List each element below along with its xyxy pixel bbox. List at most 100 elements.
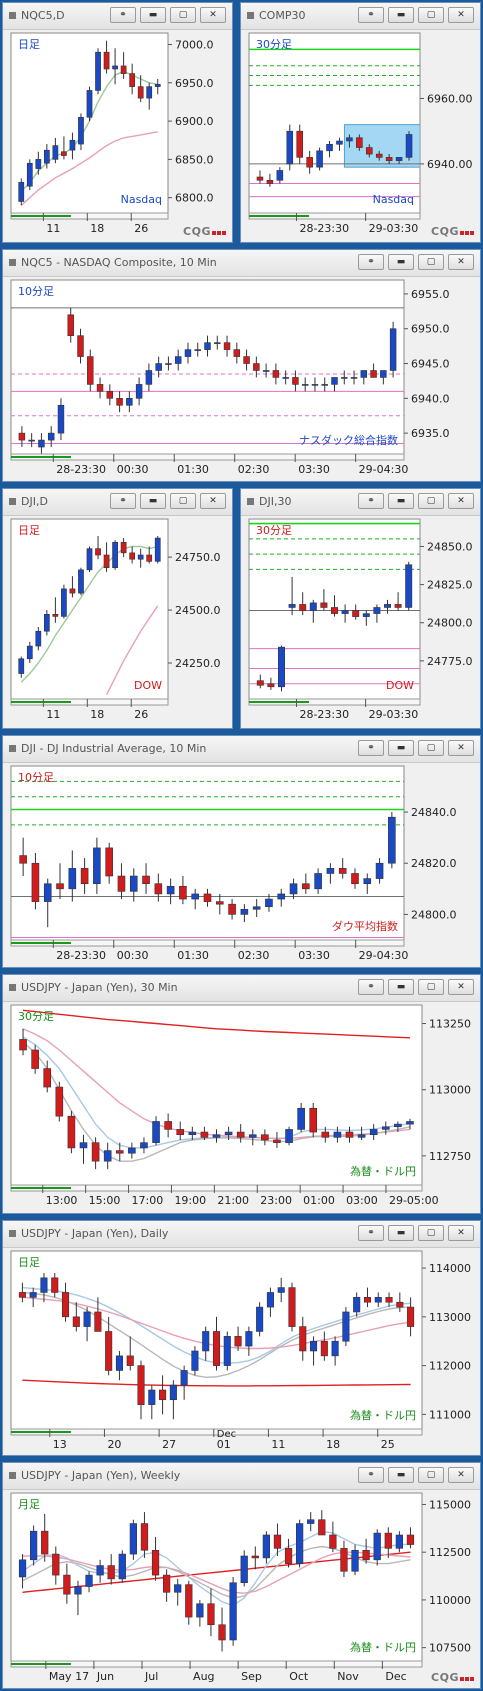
plot-layer bbox=[18, 1272, 415, 1420]
candle-body bbox=[63, 1574, 71, 1595]
link-button[interactable]: ⚭ bbox=[358, 740, 384, 756]
candle-body bbox=[292, 377, 299, 385]
minimize-button[interactable]: ▬ bbox=[388, 254, 414, 270]
chart-window[interactable]: NQC5,D ⚭ ▬ ▢ ✕ 日足 Nasdaq 7000.0 6950.0 6900.0 6850… bbox=[2, 2, 233, 243]
minimize-button[interactable]: ▬ bbox=[388, 1467, 414, 1483]
candle bbox=[103, 40, 110, 74]
maximize-icon: ▢ bbox=[426, 1228, 436, 1238]
chart-svg[interactable]: 30分足 Nasdaq 6960.00 6940.00 28-23:30 29-03:30 bbox=[241, 29, 480, 242]
close-button[interactable]: ✕ bbox=[448, 254, 474, 270]
chart-window[interactable]: DJI - DJ Industrial Average, 10 Min ⚭ ▬ ▢ ✕ 1… bbox=[2, 735, 481, 968]
close-button[interactable]: ✕ bbox=[448, 1225, 474, 1241]
window-title-bar[interactable]: USDJPY - Japan (Yen), Daily ⚭ ▬ ▢ ✕ bbox=[3, 1221, 480, 1248]
close-button[interactable]: ✕ bbox=[200, 7, 226, 23]
link-button[interactable]: ⚭ bbox=[110, 493, 136, 509]
close-button[interactable]: ✕ bbox=[200, 493, 226, 509]
candle bbox=[350, 370, 358, 385]
candle bbox=[351, 868, 359, 889]
window-title-bar[interactable]: USDJPY - Japan (Yen), 30 Min ⚭ ▬ ▢ ✕ bbox=[3, 975, 480, 1002]
chart-window[interactable]: DJI,30 ⚭ ▬ ▢ ✕ 30分足 DOW 24850.0 24825.0 24800.0 24… bbox=[240, 488, 481, 729]
minimize-button[interactable]: ▬ bbox=[388, 740, 414, 756]
close-button[interactable]: ✕ bbox=[448, 979, 474, 995]
close-button[interactable]: ✕ bbox=[448, 1467, 474, 1483]
maximize-button[interactable]: ▢ bbox=[418, 254, 444, 270]
candle-body bbox=[248, 1134, 257, 1138]
candle bbox=[331, 377, 338, 392]
minimize-button[interactable]: ▬ bbox=[140, 493, 166, 509]
candle bbox=[373, 1529, 381, 1566]
chart-window[interactable]: USDJPY - Japan (Yen), 30 Min ⚭ ▬ ▢ ✕ 30分足 為替・ド… bbox=[2, 974, 481, 1214]
candle bbox=[228, 899, 236, 920]
candle-body bbox=[203, 893, 212, 902]
maximize-button[interactable]: ▢ bbox=[170, 7, 196, 23]
minimize-button[interactable]: ▬ bbox=[140, 7, 166, 23]
candle bbox=[299, 1316, 307, 1361]
candle-body bbox=[311, 384, 319, 386]
link-icon: ⚭ bbox=[367, 1228, 375, 1238]
candle-body bbox=[191, 893, 200, 900]
candle-body bbox=[394, 1123, 402, 1128]
window-title-bar[interactable]: DJI,30 ⚭ ▬ ▢ ✕ bbox=[241, 489, 480, 516]
window-title-bar[interactable]: NQC5,D ⚭ ▬ ▢ ✕ bbox=[3, 3, 232, 30]
link-button[interactable]: ⚭ bbox=[358, 493, 384, 509]
close-button[interactable]: ✕ bbox=[448, 7, 474, 23]
maximize-button[interactable]: ▢ bbox=[418, 1225, 444, 1241]
link-button[interactable]: ⚭ bbox=[110, 7, 136, 23]
window-icon bbox=[9, 498, 16, 505]
candle-body bbox=[394, 604, 402, 608]
window-title-bar[interactable]: USDJPY - Japan (Yen), Weekly ⚭ ▬ ▢ ✕ bbox=[3, 1463, 480, 1490]
maximize-button[interactable]: ▢ bbox=[418, 7, 444, 23]
cqg-logo-text: CQG bbox=[431, 225, 459, 238]
x-tick-label: 29-03:30 bbox=[369, 222, 419, 235]
chart-window[interactable]: COMP30 ⚭ ▬ ▢ ✕ 30分足 Nasdaq 6960.00 6940.00 28-23:… bbox=[240, 2, 481, 243]
x-tick-label: 29-05:00 bbox=[389, 1194, 439, 1207]
candle-body bbox=[351, 873, 359, 885]
minimize-button[interactable]: ▬ bbox=[388, 979, 414, 995]
maximize-button[interactable]: ▢ bbox=[170, 493, 196, 509]
candle-body bbox=[384, 604, 391, 608]
candle bbox=[95, 535, 101, 560]
candle bbox=[61, 1282, 70, 1322]
link-button[interactable]: ⚭ bbox=[358, 7, 384, 23]
link-button[interactable]: ⚭ bbox=[358, 1225, 384, 1241]
candle bbox=[389, 321, 397, 378]
close-button[interactable]: ✕ bbox=[448, 740, 474, 756]
maximize-button[interactable]: ▢ bbox=[418, 493, 444, 509]
candle bbox=[145, 363, 153, 392]
window-title-bar[interactable]: DJI - DJ Industrial Average, 10 Min ⚭ ▬ ▢ ✕ bbox=[3, 736, 480, 763]
link-button[interactable]: ⚭ bbox=[358, 979, 384, 995]
candle bbox=[301, 377, 309, 392]
close-button[interactable]: ✕ bbox=[448, 493, 474, 509]
window-title-bar[interactable]: DJI,D ⚭ ▬ ▢ ✕ bbox=[3, 489, 232, 516]
candle bbox=[277, 888, 286, 907]
minimize-button[interactable]: ▬ bbox=[388, 1225, 414, 1241]
minimize-button[interactable]: ▬ bbox=[388, 493, 414, 509]
maximize-button[interactable]: ▢ bbox=[418, 979, 444, 995]
chart-svg[interactable]: 30分足 DOW 24850.0 24825.0 24800.0 24775.0 28-23… bbox=[241, 515, 480, 728]
candle-body bbox=[103, 1150, 112, 1162]
chart-svg[interactable]: 日足 Nasdaq 7000.0 6950.0 6900.0 6850.0 6800.0 11… bbox=[3, 29, 232, 242]
maximize-button[interactable]: ▢ bbox=[418, 1467, 444, 1483]
chart-window[interactable]: NQC5 - NASDAQ Composite, 10 Min ⚭ ▬ ▢ ✕ 10分足ナ… bbox=[2, 249, 481, 482]
window-title-bar[interactable]: NQC5 - NASDAQ Composite, 10 Min ⚭ ▬ ▢ ✕ bbox=[3, 250, 480, 277]
minimize-button[interactable]: ▬ bbox=[388, 7, 414, 23]
link-button[interactable]: ⚭ bbox=[358, 1467, 384, 1483]
chart-svg[interactable]: 日足 DOW 24750.0 24500.0 24250.0 11 18 26 bbox=[3, 515, 232, 728]
candle-body bbox=[166, 885, 175, 895]
candle-body bbox=[52, 1553, 60, 1576]
link-button[interactable]: ⚭ bbox=[358, 254, 384, 270]
candle-body bbox=[251, 1555, 259, 1559]
chart-window[interactable]: USDJPY - Japan (Yen), Daily ⚭ ▬ ▢ ✕ 日足 為替・ドル円 1… bbox=[2, 1220, 481, 1456]
candle-body bbox=[83, 1311, 91, 1327]
candle bbox=[146, 82, 153, 110]
maximize-button[interactable]: ▢ bbox=[418, 740, 444, 756]
chart-window[interactable]: USDJPY - Japan (Yen), Weekly ⚭ ▬ ▢ ✕ 月足 為替・ドル円… bbox=[2, 1462, 481, 1689]
window-title-bar[interactable]: COMP30 ⚭ ▬ ▢ ✕ bbox=[241, 3, 480, 30]
chart-window[interactable]: DJI,D ⚭ ▬ ▢ ✕ 日足 DOW 24750.0 24500.0 24250.0 11 18 2… bbox=[2, 488, 233, 729]
candle-body bbox=[146, 86, 153, 99]
